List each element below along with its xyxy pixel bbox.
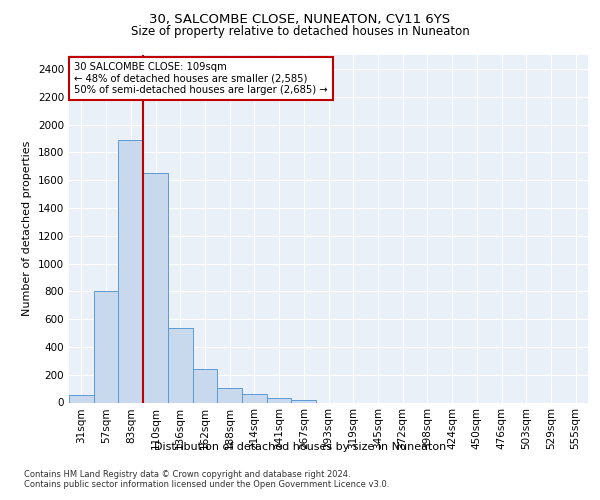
Bar [242, 394, 267, 402]
Text: 30 SALCOMBE CLOSE: 109sqm
← 48% of detached houses are smaller (2,585)
50% of se: 30 SALCOMBE CLOSE: 109sqm ← 48% of detac… [74, 62, 328, 95]
Y-axis label: Number of detached properties: Number of detached properties [22, 141, 32, 316]
Text: 30, SALCOMBE CLOSE, NUNEATON, CV11 6YS: 30, SALCOMBE CLOSE, NUNEATON, CV11 6YS [149, 12, 451, 26]
Text: Distribution of detached houses by size in Nuneaton: Distribution of detached houses by size … [154, 442, 446, 452]
Bar [217, 388, 242, 402]
Bar [168, 328, 193, 402]
Bar [143, 173, 168, 402]
Bar [193, 369, 217, 402]
Bar [69, 395, 94, 402]
Bar [267, 398, 292, 402]
Bar [118, 140, 143, 402]
Text: Size of property relative to detached houses in Nuneaton: Size of property relative to detached ho… [131, 25, 469, 38]
Bar [292, 400, 316, 402]
Text: Contains HM Land Registry data © Crown copyright and database right 2024.
Contai: Contains HM Land Registry data © Crown c… [24, 470, 389, 490]
Bar [94, 292, 118, 403]
